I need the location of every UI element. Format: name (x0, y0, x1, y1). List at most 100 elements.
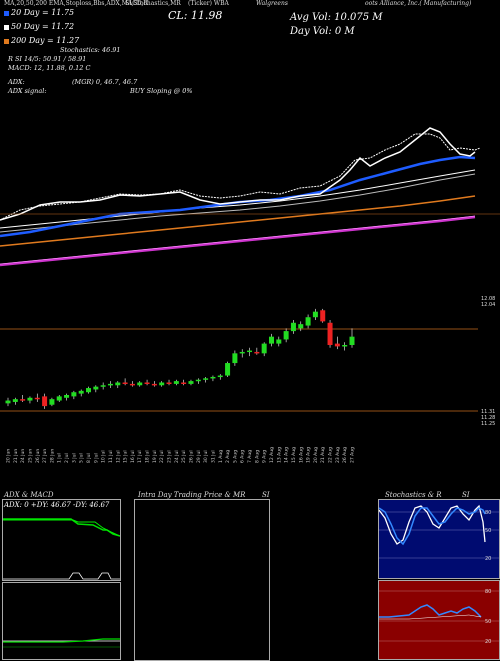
date-tick-label: 14 Aug (284, 447, 290, 463)
date-tick-label: 31 Jul (210, 450, 216, 463)
candle-body (254, 351, 260, 354)
candle-body (210, 376, 216, 379)
header-ticker-tab[interactable]: (Ticker) WBA (188, 0, 229, 7)
legend-ma50: 50 Day = 11.72 (4, 22, 74, 31)
date-tick-label: 25 Jun (27, 449, 33, 463)
adx-minus-di-line (3, 519, 120, 537)
header-indicator-tabs[interactable]: MA,20,50,200 EMA,Stoploss,Bbs,ADX,MACD,R (4, 0, 148, 7)
rsi-panel: 80 50 20 (378, 580, 500, 660)
date-tick-label: 16 Aug (298, 447, 304, 463)
close-price: CL: 11.98 (168, 9, 223, 22)
date-tick-label: 2 Aug (225, 450, 231, 463)
candle-body (137, 382, 143, 386)
intraday-panel (134, 499, 270, 661)
date-tick-label: 12 Aug (269, 447, 275, 463)
legend-ma200: 200 Day = 11.27 (4, 36, 79, 45)
price-label-bottom-2: 11.28 (481, 415, 495, 421)
date-tick-label: 5 Aug (232, 450, 238, 463)
day-volume: Day Vol: 0 M (290, 26, 355, 37)
rsi-line (379, 604, 482, 618)
candle-body (217, 375, 223, 378)
stochastics-panel-title: Stochastics & R (385, 491, 442, 499)
avg-volume: Avg Vol: 10.075 M (290, 12, 383, 23)
candle-body (12, 399, 18, 402)
date-tick-label: 26 Jun (35, 449, 41, 463)
ma200-swatch-icon (4, 38, 9, 44)
candle-body (56, 396, 62, 401)
macd-histogram-line (3, 572, 120, 580)
intraday-panel-title-si: SI (262, 491, 270, 499)
date-tick-label: 9 Aug (262, 450, 268, 463)
candle-body (49, 399, 55, 405)
rsi-readout: R SI 14/5: 50.91 / 58.91 (8, 55, 87, 63)
price-label-top-2: 12.04 (481, 302, 495, 308)
rsi-label-20: 20 (485, 639, 491, 645)
candle-body (290, 322, 296, 332)
rsi-white-line (379, 614, 482, 620)
date-tick-label: 16 Jul (130, 450, 136, 463)
stochastics-readout: Stochastics: 46.91 (60, 46, 121, 54)
candle-body (239, 351, 245, 354)
ma50-gray-line (0, 173, 476, 233)
date-tick-label: 1 Jul (57, 453, 63, 463)
macd-panel (2, 582, 121, 660)
date-tick-label: 10 Jul (101, 450, 107, 463)
stochastics-panel: 80 50 20 (378, 499, 500, 579)
ma-orange-line (0, 195, 476, 247)
ma50-swatch-icon (4, 24, 9, 30)
ma50-line (0, 169, 476, 229)
candle-body (342, 345, 348, 347)
date-tick-label: 23 Aug (335, 447, 341, 463)
macd-main-line (3, 638, 120, 643)
price-label-bottom-3: 11.25 (481, 421, 495, 427)
date-axis: 20 Jun 21 Jun 24 Jun 25 Jun 26 Jun 27 Jun 28 J… (6, 447, 356, 463)
company-name-line2: oots Alliance, Inc.( Manufacturing) (365, 0, 472, 7)
candlestick-series (5, 308, 355, 409)
adx-panel-readout: ADX: 0 +DY: 46.67 -DY: 46.67 (4, 501, 110, 509)
candle-body (327, 322, 333, 345)
stoch-label-80: 80 (485, 510, 491, 516)
buy-signal: BUY Sloping @ 0% (130, 87, 193, 95)
date-tick-label: 22 Aug (328, 447, 334, 463)
candle-body (261, 343, 267, 354)
date-tick-label: 1 Aug (218, 450, 224, 463)
header-oscillator-tabs[interactable]: SI,Stochastics,MR (125, 0, 181, 7)
candle-body (107, 383, 113, 386)
candle-body (312, 311, 318, 318)
date-tick-label: 8 Aug (254, 450, 260, 463)
candle-body (247, 350, 253, 353)
date-tick-label: 2 Jul (64, 453, 70, 463)
candle-body (42, 396, 48, 407)
candle-body (225, 363, 231, 376)
candle-body (334, 343, 340, 347)
candle-body (276, 339, 282, 344)
candle-body (129, 383, 135, 386)
ma200-highlight-line (0, 215, 476, 265)
candle-body (20, 399, 26, 401)
candle-body (93, 386, 99, 390)
adx-macd-panel-title: ADX & MACD (4, 491, 54, 499)
date-tick-label: 26 Jul (188, 450, 194, 463)
date-tick-label: 29 Jul (196, 450, 202, 463)
date-tick-label: 27 Aug (350, 447, 356, 463)
candle-body (100, 385, 106, 387)
adx-panel: ADX: 0 +DY: 46.67 -DY: 46.67 (2, 499, 121, 581)
bollinger-upper-line (0, 133, 481, 221)
date-tick-label: 5 Jul (79, 453, 85, 463)
price-axis: 12.08 12.04 11.31 11.28 11.25 (481, 296, 495, 427)
date-tick-label: 8 Jul (86, 453, 92, 463)
date-tick-label: 20 Aug (313, 447, 319, 463)
date-tick-label: 9 Jul (93, 453, 99, 463)
candle-body (203, 378, 209, 380)
date-tick-label: 17 Jul (137, 450, 143, 463)
price-label-top-1: 12.08 (481, 296, 495, 302)
candle-body (159, 382, 165, 386)
rsi-label-50: 50 (485, 619, 491, 625)
date-tick-label: 11 Jul (108, 450, 114, 463)
legend-ma20: 20 Day = 11.75 (4, 8, 74, 17)
date-tick-label: 30 Jul (203, 450, 209, 463)
price-chart: 12.08 12.04 11.31 11.28 11.25 20 Jun 21 J… (0, 127, 500, 463)
candle-body (188, 381, 194, 384)
date-tick-label: 28 Jun (49, 449, 55, 463)
date-tick-label: 7 Aug (247, 450, 253, 463)
